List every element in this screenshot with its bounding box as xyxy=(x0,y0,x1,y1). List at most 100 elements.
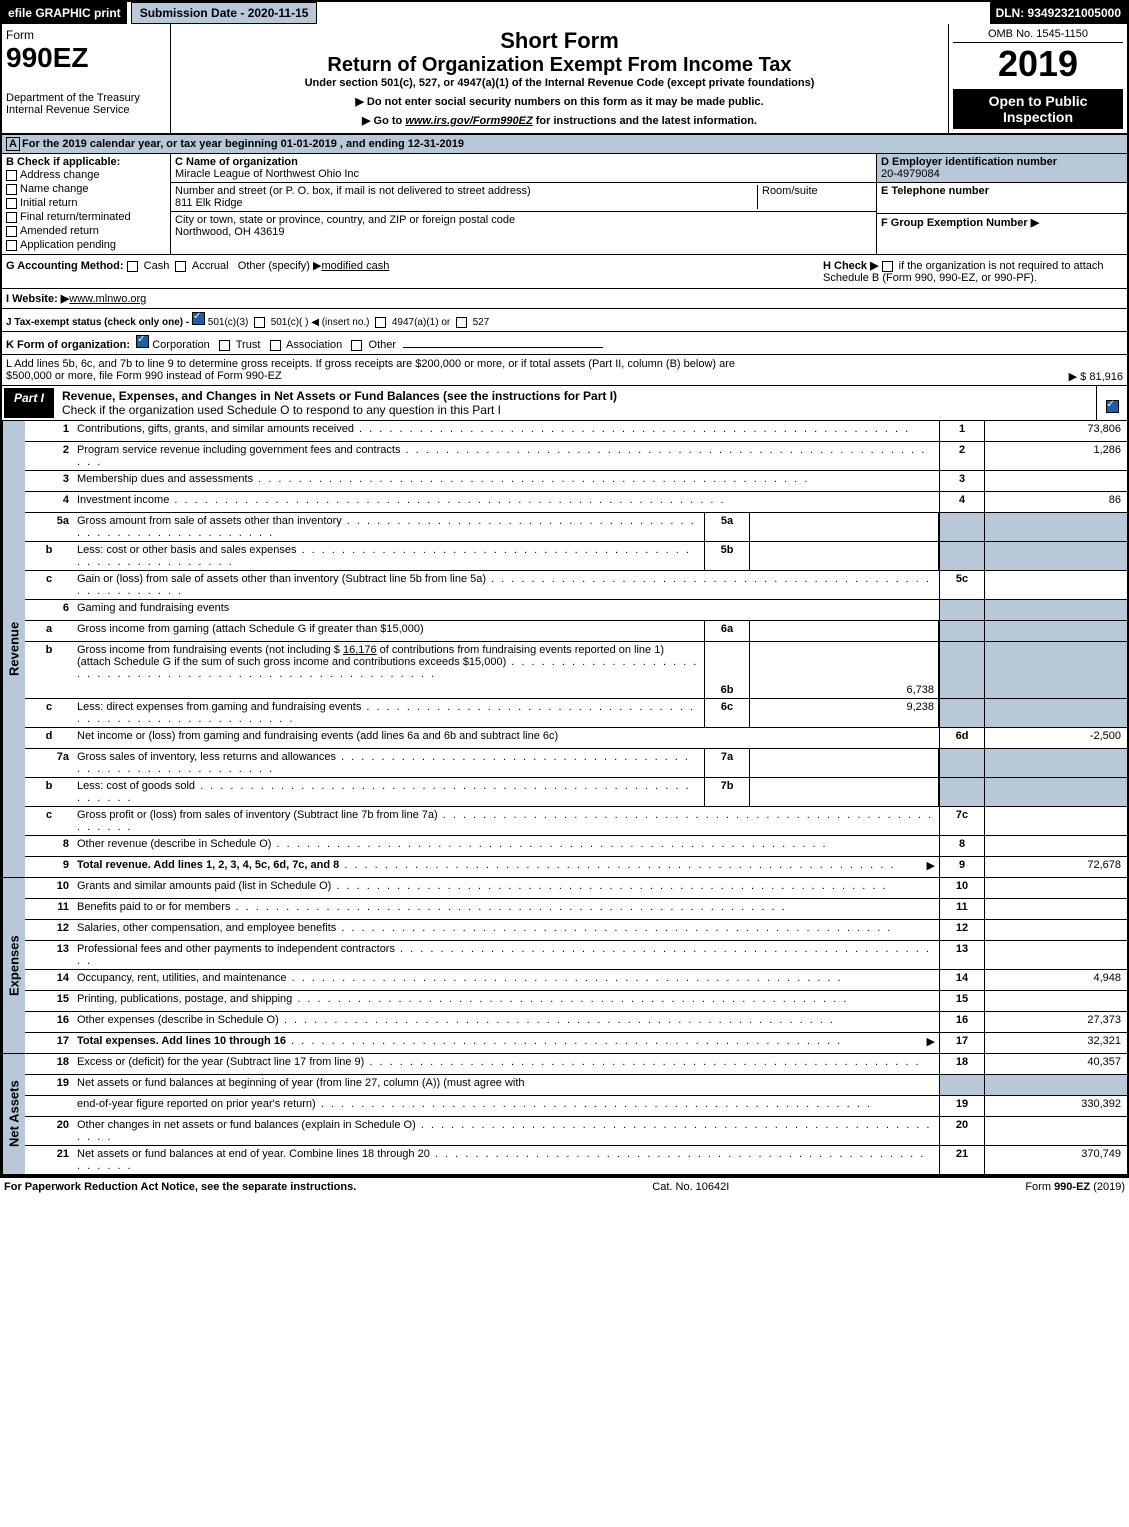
website-value[interactable]: www.mlnwo.org xyxy=(69,293,146,305)
line-7b-value xyxy=(750,778,939,806)
line-6b-contrib: 16,176 xyxy=(343,644,377,656)
room-suite-label: Room/suite xyxy=(757,185,872,209)
group-exemption-label: F Group Exemption Number ▶ xyxy=(881,216,1123,229)
goto-line: ▶ Go to www.irs.gov/Form990EZ for instru… xyxy=(175,114,944,127)
line-8-value xyxy=(984,836,1127,856)
line-7c: c Gross profit or (loss) from sales of i… xyxy=(25,807,1127,836)
line-1-value: 73,806 xyxy=(984,421,1127,441)
line-11: 11 Benefits paid to or for members 11 xyxy=(25,899,1127,920)
line-1: 1 Contributions, gifts, grants, and simi… xyxy=(25,421,1127,442)
cb-address-change[interactable]: Address change xyxy=(6,168,166,182)
line-17: 17 Total expenses. Add lines 10 through … xyxy=(25,1033,1127,1053)
line-5b-value xyxy=(750,542,939,570)
form-header: Form 990EZ Department of the Treasury In… xyxy=(2,24,1127,135)
form-ref: Form 990-EZ (2019) xyxy=(1025,1181,1125,1193)
line-7a: 7a Gross sales of inventory, less return… xyxy=(25,749,1127,778)
part1-header: Part I Revenue, Expenses, and Changes in… xyxy=(2,386,1127,421)
line-14-value: 4,948 xyxy=(984,970,1127,990)
cb-cash[interactable] xyxy=(127,261,138,272)
ein-label: D Employer identification number xyxy=(881,156,1123,168)
line-16-value: 27,373 xyxy=(984,1012,1127,1032)
line-21-value: 370,749 xyxy=(984,1146,1127,1174)
cb-final-return[interactable]: Final return/terminated xyxy=(6,210,166,224)
city-label: City or town, state or province, country… xyxy=(175,214,515,226)
line-8: 8 Other revenue (describe in Schedule O)… xyxy=(25,836,1127,857)
line-11-value xyxy=(984,899,1127,919)
efile-print[interactable]: efile GRAPHIC print xyxy=(2,2,127,24)
gross-receipts-row: L Add lines 5b, 6c, and 7b to line 9 to … xyxy=(2,355,1127,386)
expenses-section: Expenses 10 Grants and similar amounts p… xyxy=(2,878,1127,1054)
goto-tail: for instructions and the latest informat… xyxy=(533,115,757,127)
street-label: Number and street (or P. O. box, if mail… xyxy=(175,185,757,197)
header-right: OMB No. 1545-1150 2019 Open to Public In… xyxy=(948,24,1127,133)
cb-schedule-b[interactable] xyxy=(882,261,893,272)
cb-501c3[interactable] xyxy=(192,312,205,325)
omb-number: OMB No. 1545-1150 xyxy=(953,28,1123,43)
form-number: 990EZ xyxy=(6,42,166,74)
cb-other-org[interactable] xyxy=(351,340,362,351)
part1-checkbox[interactable] xyxy=(1096,386,1127,420)
cb-corporation[interactable] xyxy=(136,335,149,348)
submission-date: Submission Date - 2020-11-15 xyxy=(131,2,318,24)
cb-527[interactable] xyxy=(456,317,467,328)
line-20: 20 Other changes in net assets or fund b… xyxy=(25,1117,1127,1146)
cb-application-pending[interactable]: Application pending xyxy=(6,238,166,252)
cb-amended-return[interactable]: Amended return xyxy=(6,224,166,238)
return-title: Return of Organization Exempt From Incom… xyxy=(175,54,944,77)
cb-name-change[interactable]: Name change xyxy=(6,182,166,196)
line-6b-value: 6,738 xyxy=(750,642,939,698)
box-b-title: B Check if applicable: xyxy=(6,156,166,168)
line-18-value: 40,357 xyxy=(984,1054,1127,1074)
box-b: B Check if applicable: Address change Na… xyxy=(2,154,171,254)
dln: DLN: 93492321005000 xyxy=(990,2,1127,24)
under-section: Under section 501(c), 527, or 4947(a)(1)… xyxy=(175,77,944,89)
box-d-e-f: D Employer identification number 20-4979… xyxy=(877,154,1127,254)
l-line2: $500,000 or more, file Form 990 instead … xyxy=(6,370,282,382)
line-6c-value: 9,238 xyxy=(750,699,939,727)
line-9-value: 72,678 xyxy=(984,857,1127,877)
cb-initial-return[interactable]: Initial return xyxy=(6,196,166,210)
line-3-value xyxy=(984,471,1127,491)
line-19a: 19 Net assets or fund balances at beginn… xyxy=(25,1075,1127,1096)
short-form-title: Short Form xyxy=(175,28,944,54)
cb-4947[interactable] xyxy=(375,317,386,328)
line-16: 16 Other expenses (describe in Schedule … xyxy=(25,1012,1127,1033)
cb-association[interactable] xyxy=(270,340,281,351)
org-name-label: C Name of organization xyxy=(175,156,359,168)
g-label: G Accounting Method: xyxy=(6,260,124,272)
dept-treasury: Department of the Treasury xyxy=(6,92,166,104)
calendar-year-line: AFor the 2019 calendar year, or tax year… xyxy=(2,135,1127,154)
part1-tab: Part I xyxy=(4,388,54,418)
goto-link[interactable]: www.irs.gov/Form990EZ xyxy=(405,115,532,127)
accounting-method: G Accounting Method: Cash Accrual Other … xyxy=(6,259,817,284)
header-center: Short Form Return of Organization Exempt… xyxy=(171,24,948,133)
revenue-lines: 1 Contributions, gifts, grants, and simi… xyxy=(25,421,1127,877)
cb-trust[interactable] xyxy=(219,340,230,351)
line-14: 14 Occupancy, rent, utilities, and maint… xyxy=(25,970,1127,991)
cat-number: Cat. No. 10642I xyxy=(652,1181,729,1193)
form-container: efile GRAPHIC print Submission Date - 20… xyxy=(0,0,1129,1178)
city-value: Northwood, OH 43619 xyxy=(175,226,515,238)
cb-accrual[interactable] xyxy=(175,261,186,272)
line-15-value xyxy=(984,991,1127,1011)
h-schedule-b: H Check ▶ if the organization is not req… xyxy=(817,259,1123,284)
line-19b: end-of-year figure reported on prior yea… xyxy=(25,1096,1127,1117)
accounting-other-value: modified cash xyxy=(321,260,389,272)
cb-501c[interactable] xyxy=(254,317,265,328)
line-6a: a Gross income from gaming (attach Sched… xyxy=(25,621,1127,642)
org-name-value: Miracle League of Northwest Ohio Inc xyxy=(175,168,359,180)
line-6a-value xyxy=(750,621,939,641)
expenses-lines: 10 Grants and similar amounts paid (list… xyxy=(25,878,1127,1053)
line-6: 6 Gaming and fundraising events xyxy=(25,600,1127,621)
h-label: H Check ▶ xyxy=(823,260,879,272)
ein-value: 20-4979084 xyxy=(881,168,1123,180)
line-4-value: 86 xyxy=(984,492,1127,512)
no-ssn-warning: ▶ Do not enter social security numbers o… xyxy=(175,95,944,108)
line-6d: d Net income or (loss) from gaming and f… xyxy=(25,728,1127,749)
line-5a: 5a Gross amount from sale of assets othe… xyxy=(25,513,1127,542)
line-21: 21 Net assets or fund balances at end of… xyxy=(25,1146,1127,1174)
line-10-value xyxy=(984,878,1127,898)
header-left: Form 990EZ Department of the Treasury In… xyxy=(2,24,171,133)
line-5b: b Less: cost or other basis and sales ex… xyxy=(25,542,1127,571)
website-row: I Website: ▶www.mlnwo.org xyxy=(2,289,1127,309)
